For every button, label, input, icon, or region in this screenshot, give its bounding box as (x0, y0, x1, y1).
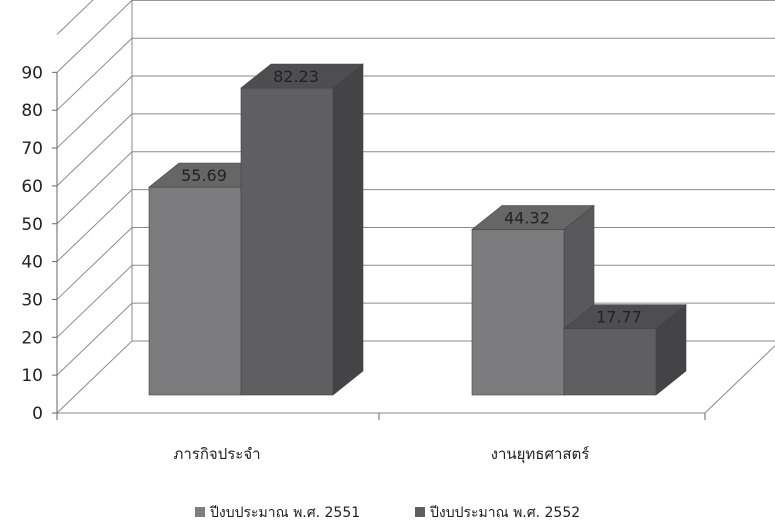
category-labels: ภารกิจประจำ งานยุทธศาสตร์ (173, 445, 589, 464)
gridline (56, 113, 775, 187)
legend: ปีงบประมาณ พ.ศ. 2551 ปีงบประมาณ พ.ศ. 2552 (195, 505, 580, 521)
bar (563, 328, 657, 396)
y-tick-label: 40 (21, 253, 43, 273)
y-tick-label: 30 (21, 290, 43, 310)
y-tick-label: 80 (21, 101, 43, 121)
y-tick-label: 0 (32, 404, 43, 424)
y-tick-label: 70 (21, 139, 43, 159)
y-tick-label: 60 (21, 177, 43, 197)
bar-top (471, 205, 595, 230)
y-tick-label: 50 (21, 215, 43, 235)
y-tick-label: 10 (21, 366, 43, 386)
axes (56, 72, 706, 420)
y-tick-label: 90 (21, 63, 43, 83)
legend-swatch (415, 507, 425, 517)
bar-top (240, 63, 364, 89)
gridline (56, 151, 775, 225)
data-label: 17.77 (596, 308, 642, 327)
bars (148, 63, 687, 396)
y-tick-label: 20 (21, 328, 43, 348)
bar-side (332, 63, 364, 396)
data-label: 55.69 (181, 166, 227, 185)
data-label: 82.23 (273, 67, 319, 86)
bar (471, 229, 565, 396)
legend-label: ปีงบประมาณ พ.ศ. 2551 (210, 505, 361, 521)
gridline (56, 0, 94, 35)
category-label: งานยุทธศาสตร์ (491, 445, 590, 464)
data-label: 44.32 (504, 209, 550, 228)
gridlines (56, 0, 775, 414)
data-labels: 55.69 82.23 44.32 17.77 (181, 67, 642, 327)
gridline (56, 37, 775, 111)
bar (148, 186, 242, 396)
bar-top (563, 304, 687, 329)
gridline (56, 189, 775, 262)
gridline (56, 75, 775, 149)
y-axis-ticks: 0 10 20 30 40 50 60 70 80 90 (21, 63, 57, 424)
legend-label: ปีงบประมาณ พ.ศ. 2552 (430, 505, 581, 521)
category-label: ภารกิจประจำ (173, 445, 260, 463)
legend-swatch (195, 507, 205, 517)
bar (240, 87, 334, 396)
gridline (56, 0, 775, 73)
